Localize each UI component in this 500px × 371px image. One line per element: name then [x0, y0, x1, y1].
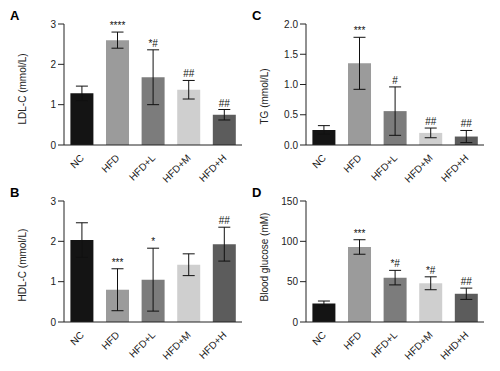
svg-text:*#: *# — [426, 265, 436, 276]
svg-text:HFD+L: HFD+L — [127, 152, 158, 183]
svg-text:HFD: HFD — [341, 152, 363, 174]
svg-text:HFD+M: HFD+M — [403, 152, 435, 184]
svg-text:HDL-C (mmol/L): HDL-C (mmol/L) — [17, 229, 28, 302]
svg-text:TG (mmol/L): TG (mmol/L) — [259, 68, 270, 124]
svg-text:##: ## — [461, 276, 473, 287]
svg-text:2: 2 — [50, 59, 56, 70]
svg-text:HFD+M: HFD+M — [161, 152, 193, 184]
svg-text:HFD+H: HFD+H — [439, 152, 471, 184]
svg-text:50: 50 — [287, 276, 299, 287]
svg-text:0: 0 — [50, 317, 56, 328]
svg-text:##: ## — [219, 215, 231, 226]
svg-text:***: *** — [112, 257, 124, 268]
svg-text:0: 0 — [292, 317, 298, 328]
svg-text:2.0: 2.0 — [284, 19, 298, 30]
svg-text:100: 100 — [281, 236, 298, 247]
svg-text:***: *** — [354, 25, 366, 36]
svg-text:HFD+M: HFD+M — [161, 329, 193, 361]
svg-text:HFD: HFD — [99, 152, 121, 174]
svg-text:NC: NC — [68, 329, 86, 347]
svg-text:*: * — [151, 236, 155, 247]
svg-text:##: ## — [425, 116, 437, 127]
svg-text:1.5: 1.5 — [284, 49, 298, 60]
svg-text:3: 3 — [50, 196, 56, 207]
svg-text:2: 2 — [50, 236, 56, 247]
svg-text:0.5: 0.5 — [284, 109, 298, 120]
svg-text:1: 1 — [50, 276, 56, 287]
svg-text:1: 1 — [50, 99, 56, 110]
svg-text:HFD+H: HFD+H — [197, 329, 229, 361]
html-text:A: A — [10, 8, 20, 23]
svg-text:NC: NC — [68, 152, 86, 170]
svg-text:NC: NC — [310, 329, 328, 347]
svg-text:HHD+H: HHD+H — [438, 329, 470, 361]
html-text:B: B — [10, 185, 20, 200]
svg-text:Blood glucose (mM): Blood glucose (mM) — [259, 213, 270, 302]
svg-text:HFD+L: HFD+L — [369, 329, 400, 360]
svg-text:****: **** — [110, 20, 126, 31]
svg-text:NC: NC — [310, 152, 328, 170]
svg-text:HFD+L: HFD+L — [369, 152, 400, 183]
svg-text:HFD: HFD — [99, 329, 121, 351]
svg-text:0.0: 0.0 — [284, 140, 298, 151]
svg-text:***: *** — [354, 228, 366, 239]
svg-text:*#: *# — [148, 38, 158, 49]
svg-text:*#: *# — [390, 258, 400, 269]
svg-text:3: 3 — [50, 19, 56, 30]
svg-text:##: ## — [183, 68, 195, 79]
svg-text:##: ## — [219, 98, 231, 109]
svg-text:LDL-C (mmol/L): LDL-C (mmol/L) — [17, 53, 28, 124]
svg-text:HFD+H: HFD+H — [197, 152, 229, 184]
svg-text:#: # — [392, 75, 398, 86]
svg-text:HFD: HFD — [341, 329, 363, 351]
svg-text:HFD+L: HFD+L — [127, 329, 158, 360]
svg-text:150: 150 — [281, 196, 298, 207]
svg-text:1.0: 1.0 — [284, 79, 298, 90]
svg-text:HFD+M: HFD+M — [403, 329, 435, 361]
html-text:D: D — [252, 185, 262, 200]
svg-text:##: ## — [461, 118, 473, 129]
svg-text:0: 0 — [50, 140, 56, 151]
html-text:C: C — [252, 8, 262, 23]
